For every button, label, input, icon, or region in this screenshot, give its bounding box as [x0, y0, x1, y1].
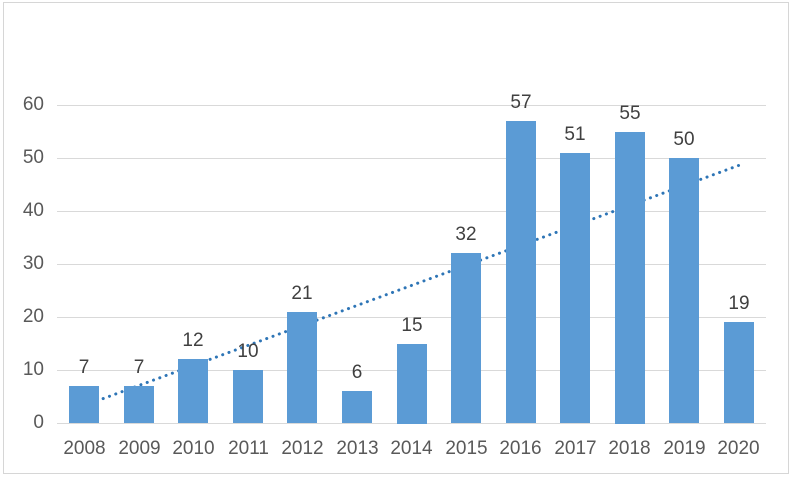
gridline-30 [57, 264, 766, 265]
x-axis-tick-label-2012: 2012 [281, 438, 324, 459]
gridline-60 [57, 105, 766, 106]
y-axis-tick-label: 60 [22, 94, 44, 115]
y-axis-tick-label: 20 [22, 306, 44, 327]
bar-2013 [342, 391, 372, 423]
bar-2014 [397, 344, 427, 424]
data-label-2013: 6 [351, 362, 363, 383]
y-axis-tick-label: 10 [22, 359, 44, 380]
y-axis-tick-label: 0 [33, 412, 44, 433]
data-label-2018: 55 [619, 103, 641, 124]
bar-2008 [69, 386, 99, 423]
bar-2017 [560, 153, 590, 423]
x-axis-tick-label-2014: 2014 [390, 438, 433, 459]
data-label-2014: 15 [401, 315, 423, 336]
bar-2009 [124, 386, 154, 423]
data-label-2016: 57 [510, 92, 532, 113]
data-label-2015: 32 [455, 224, 477, 245]
y-axis-tick-label: 40 [22, 200, 44, 221]
x-axis-tick-label-2016: 2016 [499, 438, 542, 459]
data-label-2017: 51 [564, 124, 586, 145]
x-axis-tick-label-2008: 2008 [63, 438, 106, 459]
data-label-2019: 50 [673, 129, 695, 150]
x-axis-tick-label-2018: 2018 [608, 438, 651, 459]
data-label-2011: 10 [237, 341, 259, 362]
y-axis-tick-label: 50 [22, 147, 44, 168]
x-axis-tick-label-2017: 2017 [554, 438, 597, 459]
data-label-2008: 7 [78, 357, 90, 378]
trendline [82, 163, 741, 408]
x-axis-tick-label-2009: 2009 [118, 438, 161, 459]
data-label-2020: 19 [728, 293, 750, 314]
bar-2016 [506, 121, 536, 423]
gridline-20 [57, 317, 766, 318]
x-axis-tick-label-2013: 2013 [336, 438, 379, 459]
x-axis-tick-label-2010: 2010 [172, 438, 215, 459]
data-label-2012: 21 [291, 283, 313, 304]
bar-2018 [615, 132, 645, 424]
bar-2020 [724, 322, 754, 423]
bar-2019 [669, 158, 699, 423]
gridline-50 [57, 158, 766, 159]
y-axis-tick-label: 30 [22, 253, 44, 274]
bar-2012 [287, 312, 317, 423]
bar-2011 [233, 370, 263, 423]
bar-2015 [451, 253, 481, 423]
bar-2010 [178, 359, 208, 423]
gridline-40 [57, 211, 766, 212]
x-axis-tick-label-2020: 2020 [717, 438, 760, 459]
data-label-2010: 12 [182, 330, 204, 351]
x-axis-tick-label-2015: 2015 [445, 438, 488, 459]
x-axis-tick-label-2019: 2019 [663, 438, 706, 459]
x-axis-tick-label-2011: 2011 [228, 438, 269, 459]
data-label-2009: 7 [133, 357, 145, 378]
